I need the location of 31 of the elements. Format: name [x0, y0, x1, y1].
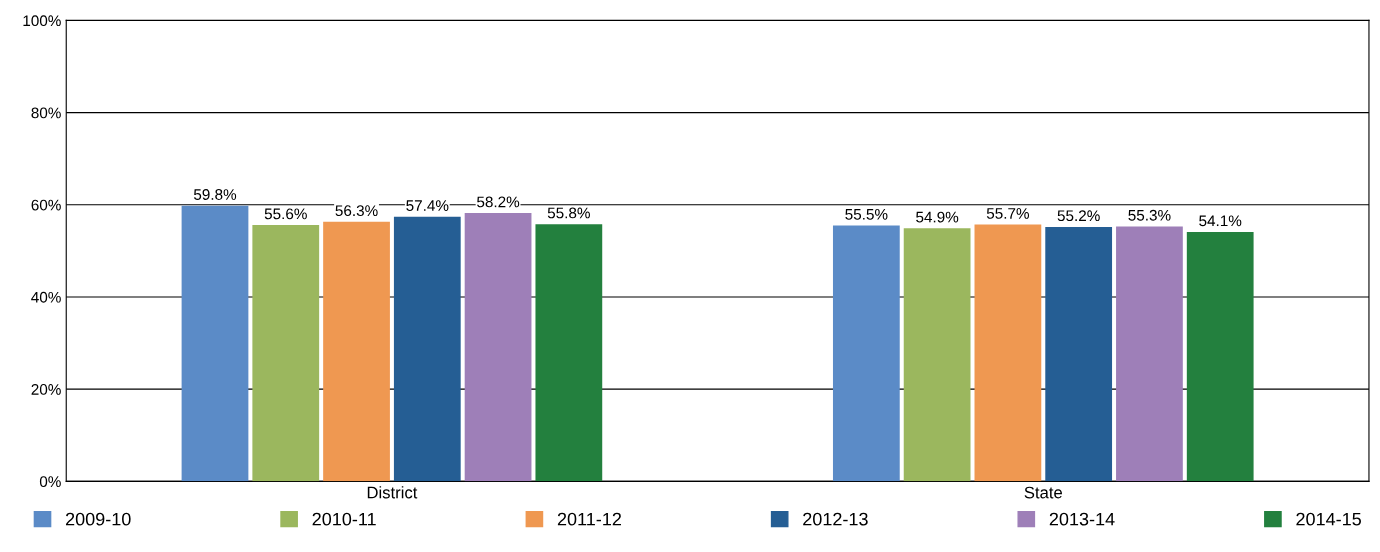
bar	[1045, 226, 1113, 482]
y-tick-label: 100%	[23, 15, 61, 27]
text: 55.5%	[845, 208, 888, 220]
y-tick-label: 0%	[39, 476, 61, 488]
text: 55.7%	[986, 208, 1030, 219]
legend-label: 2011-12	[557, 512, 621, 526]
x-tick-label: State	[1024, 486, 1062, 499]
text: 55.8%	[547, 207, 590, 219]
text: 55.3%	[1128, 209, 1171, 221]
y-tick-label: 80%	[31, 107, 61, 119]
x-tick-label: District	[367, 486, 418, 499]
y-tick-label: 40%	[31, 291, 61, 303]
bar	[464, 213, 532, 482]
text: 58.2%	[477, 196, 520, 208]
text: 59.8%	[193, 189, 237, 200]
text: 57.4%	[406, 200, 449, 211]
text: 55.2%	[1057, 210, 1100, 222]
y-tick-label: 60%	[31, 199, 61, 211]
text: 54.1%	[1199, 215, 1242, 227]
y-tick-label: 20%	[31, 384, 61, 395]
legend-label: 2010-11	[312, 512, 376, 526]
legend-label: 2014-15	[1296, 512, 1361, 526]
legend-label: 2009-10	[65, 512, 131, 526]
text: 56.3%	[335, 205, 378, 217]
bar	[323, 221, 390, 482]
bar	[393, 216, 461, 482]
text: 54.9%	[916, 211, 959, 223]
legend-label: 2012-13	[803, 512, 868, 526]
bar	[1186, 231, 1254, 482]
legend-label: 2013-14	[1049, 512, 1115, 526]
text: 55.6%	[264, 208, 307, 220]
